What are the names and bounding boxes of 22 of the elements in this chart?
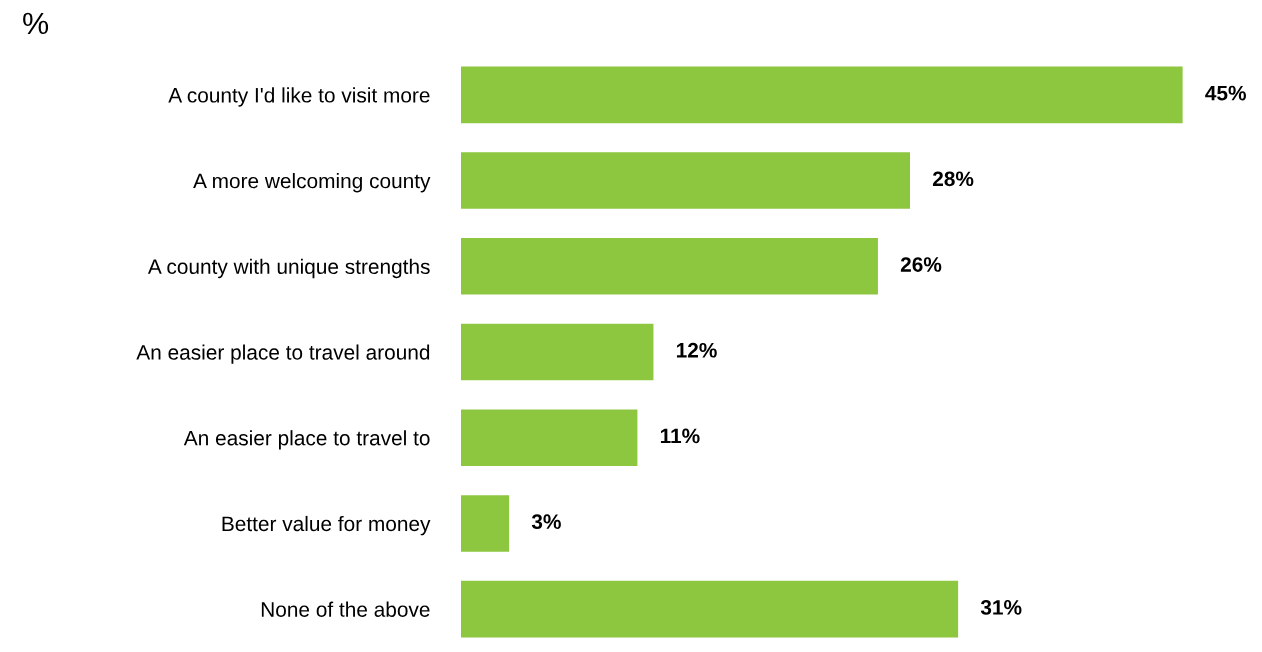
y-tick-label: None of the above xyxy=(261,601,430,617)
bar xyxy=(461,152,911,209)
y-tick-label: An easier place to travel around xyxy=(136,344,430,364)
data-label: 11% xyxy=(660,428,700,444)
bar xyxy=(461,66,1183,124)
data-label: 12% xyxy=(676,342,717,358)
y-tick-label: Better value for money xyxy=(222,515,431,536)
bar xyxy=(461,580,959,638)
y-tick-label: A county I'd like to visit more xyxy=(168,87,430,107)
y-tick-label: A more welcoming county xyxy=(193,173,431,193)
bar xyxy=(461,409,638,466)
data-label: 3% xyxy=(531,514,561,530)
data-label: 31% xyxy=(980,599,1022,615)
y-tick-label: A county with unique strengths xyxy=(147,258,430,279)
data-label: 28% xyxy=(932,171,974,187)
bar xyxy=(461,238,878,295)
data-label: 26% xyxy=(900,257,942,272)
text: % xyxy=(23,12,49,35)
y-tick-label: An easier place to travel to xyxy=(183,430,430,450)
bar xyxy=(461,495,510,552)
data-label: 45% xyxy=(1205,85,1246,101)
bar xyxy=(461,323,654,381)
